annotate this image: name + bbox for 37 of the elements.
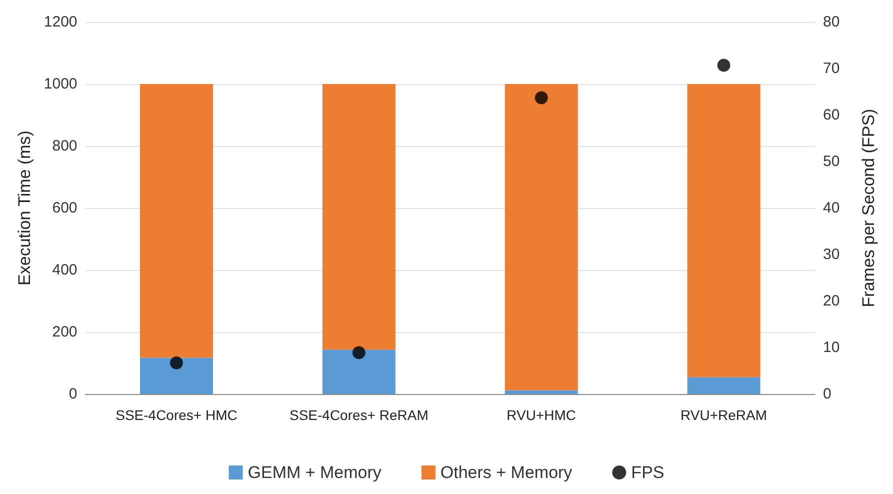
y2-axis-title: Frames per Second (FPS) [859,108,878,308]
x-tick-label: RVU+ReRAM [680,407,768,423]
y-tick-label: 200 [52,324,78,340]
legend-label: Others + Memory [440,463,573,482]
legend-label: FPS [631,463,664,482]
point [352,346,366,360]
bar [140,84,213,358]
point [534,91,548,104]
y-tick-label: 1000 [44,76,78,92]
point [717,58,730,72]
y-tick-label: 600 [52,200,78,216]
bar [504,84,578,390]
bar [504,390,578,394]
y2-tick-label: 70 [823,60,840,77]
y-tick-label: 1200 [44,14,78,30]
point [170,356,183,370]
y2-tick-label: 20 [823,292,840,310]
y2-tick-label: 80 [823,14,840,30]
y2-tick-label: 40 [823,200,840,216]
y2-tick-label: 10 [823,339,840,356]
legend-label: GEMM + Memory [248,463,382,482]
y-tick-label: 0 [68,386,78,402]
y-tick-label: 400 [52,262,78,278]
bar [322,350,396,394]
y2-tick-label: 60 [823,106,840,124]
bar [322,84,396,350]
y-axis-title: Execution Time (ms) [15,130,34,286]
y2-tick-label: 0 [823,386,832,402]
x-tick-label: RVU+HMC [506,407,576,423]
x-tick-label: SSE-4Cores+ ReRAM [289,407,428,423]
bar [687,377,760,394]
bar [140,358,213,394]
y2-tick-label: 50 [823,153,840,170]
y2-tick-label: 30 [823,246,840,263]
x-tick-label: SSE-4Cores+ HMC [116,407,238,423]
bar [687,84,760,378]
y-tick-label: 800 [52,138,78,154]
